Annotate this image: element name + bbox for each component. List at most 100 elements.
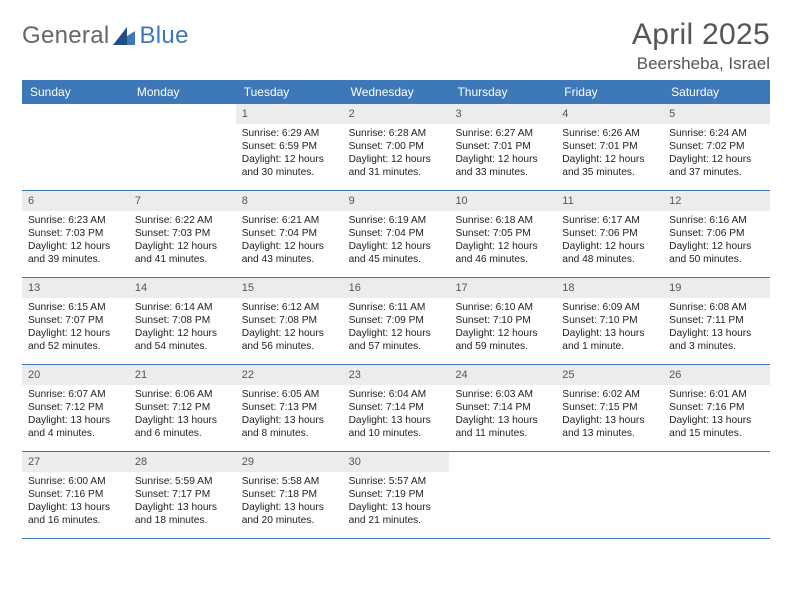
day-number: 29 bbox=[236, 452, 343, 472]
day-body: Sunrise: 6:22 AMSunset: 7:03 PMDaylight:… bbox=[129, 211, 236, 272]
sunrise-line: Sunrise: 6:14 AM bbox=[135, 301, 230, 314]
daylight-line: Daylight: 12 hours and 39 minutes. bbox=[28, 240, 123, 266]
sunset-line: Sunset: 7:05 PM bbox=[455, 227, 550, 240]
sunrise-line: Sunrise: 6:10 AM bbox=[455, 301, 550, 314]
sunrise-line: Sunrise: 6:16 AM bbox=[669, 214, 764, 227]
day-cell: 23Sunrise: 6:04 AMSunset: 7:14 PMDayligh… bbox=[343, 365, 450, 451]
sunrise-line: Sunrise: 6:15 AM bbox=[28, 301, 123, 314]
day-number: 21 bbox=[129, 365, 236, 385]
sunrise-line: Sunrise: 6:09 AM bbox=[562, 301, 657, 314]
sunset-line: Sunset: 7:15 PM bbox=[562, 401, 657, 414]
day-number: 5 bbox=[663, 104, 770, 124]
sunrise-line: Sunrise: 6:07 AM bbox=[28, 388, 123, 401]
day-cell: 10Sunrise: 6:18 AMSunset: 7:05 PMDayligh… bbox=[449, 191, 556, 277]
month-title: April 2025 bbox=[632, 18, 770, 52]
day-body: Sunrise: 6:00 AMSunset: 7:16 PMDaylight:… bbox=[22, 472, 129, 533]
day-number: 7 bbox=[129, 191, 236, 211]
sunrise-line: Sunrise: 6:03 AM bbox=[455, 388, 550, 401]
sunrise-line: Sunrise: 6:00 AM bbox=[28, 475, 123, 488]
sunrise-line: Sunrise: 6:18 AM bbox=[455, 214, 550, 227]
day-cell: 22Sunrise: 6:05 AMSunset: 7:13 PMDayligh… bbox=[236, 365, 343, 451]
day-cell: 19Sunrise: 6:08 AMSunset: 7:11 PMDayligh… bbox=[663, 278, 770, 364]
week-row: 13Sunrise: 6:15 AMSunset: 7:07 PMDayligh… bbox=[22, 278, 770, 365]
day-cell: 13Sunrise: 6:15 AMSunset: 7:07 PMDayligh… bbox=[22, 278, 129, 364]
daylight-line: Daylight: 12 hours and 31 minutes. bbox=[349, 153, 444, 179]
daylight-line: Daylight: 12 hours and 35 minutes. bbox=[562, 153, 657, 179]
day-body: Sunrise: 6:17 AMSunset: 7:06 PMDaylight:… bbox=[556, 211, 663, 272]
sunset-line: Sunset: 7:01 PM bbox=[455, 140, 550, 153]
day-number: 22 bbox=[236, 365, 343, 385]
sunrise-line: Sunrise: 6:17 AM bbox=[562, 214, 657, 227]
daylight-line: Daylight: 12 hours and 54 minutes. bbox=[135, 327, 230, 353]
day-cell: 15Sunrise: 6:12 AMSunset: 7:08 PMDayligh… bbox=[236, 278, 343, 364]
day-cell: 5Sunrise: 6:24 AMSunset: 7:02 PMDaylight… bbox=[663, 104, 770, 190]
sunset-line: Sunset: 7:04 PM bbox=[242, 227, 337, 240]
day-body: Sunrise: 6:29 AMSunset: 6:59 PMDaylight:… bbox=[236, 124, 343, 185]
calendar: Sunday Monday Tuesday Wednesday Thursday… bbox=[22, 80, 770, 539]
day-cell: 2Sunrise: 6:28 AMSunset: 7:00 PMDaylight… bbox=[343, 104, 450, 190]
sunrise-line: Sunrise: 6:08 AM bbox=[669, 301, 764, 314]
weekday-header: Sunday bbox=[22, 80, 129, 104]
day-cell-empty bbox=[663, 452, 770, 538]
day-body: Sunrise: 5:57 AMSunset: 7:19 PMDaylight:… bbox=[343, 472, 450, 533]
day-number: 16 bbox=[343, 278, 450, 298]
brand-logo: General Blue bbox=[22, 18, 189, 50]
day-cell: 27Sunrise: 6:00 AMSunset: 7:16 PMDayligh… bbox=[22, 452, 129, 538]
sunset-line: Sunset: 7:06 PM bbox=[562, 227, 657, 240]
sunrise-line: Sunrise: 6:12 AM bbox=[242, 301, 337, 314]
daylight-line: Daylight: 12 hours and 45 minutes. bbox=[349, 240, 444, 266]
day-body: Sunrise: 6:01 AMSunset: 7:16 PMDaylight:… bbox=[663, 385, 770, 446]
day-cell: 17Sunrise: 6:10 AMSunset: 7:10 PMDayligh… bbox=[449, 278, 556, 364]
daylight-line: Daylight: 12 hours and 56 minutes. bbox=[242, 327, 337, 353]
weekday-header: Thursday bbox=[449, 80, 556, 104]
daylight-line: Daylight: 12 hours and 59 minutes. bbox=[455, 327, 550, 353]
sunset-line: Sunset: 7:18 PM bbox=[242, 488, 337, 501]
day-body: Sunrise: 6:27 AMSunset: 7:01 PMDaylight:… bbox=[449, 124, 556, 185]
day-body: Sunrise: 6:14 AMSunset: 7:08 PMDaylight:… bbox=[129, 298, 236, 359]
sunset-line: Sunset: 7:11 PM bbox=[669, 314, 764, 327]
day-cell-empty bbox=[129, 104, 236, 190]
weekday-header: Wednesday bbox=[343, 80, 450, 104]
day-body: Sunrise: 6:18 AMSunset: 7:05 PMDaylight:… bbox=[449, 211, 556, 272]
daylight-line: Daylight: 12 hours and 37 minutes. bbox=[669, 153, 764, 179]
day-number: 19 bbox=[663, 278, 770, 298]
sunrise-line: Sunrise: 6:01 AM bbox=[669, 388, 764, 401]
day-cell-empty bbox=[556, 452, 663, 538]
day-number: 27 bbox=[22, 452, 129, 472]
day-cell: 8Sunrise: 6:21 AMSunset: 7:04 PMDaylight… bbox=[236, 191, 343, 277]
sunset-line: Sunset: 7:13 PM bbox=[242, 401, 337, 414]
daylight-line: Daylight: 13 hours and 8 minutes. bbox=[242, 414, 337, 440]
brand-word2: Blue bbox=[139, 22, 188, 50]
day-number: 6 bbox=[22, 191, 129, 211]
daylight-line: Daylight: 12 hours and 33 minutes. bbox=[455, 153, 550, 179]
daylight-line: Daylight: 12 hours and 48 minutes. bbox=[562, 240, 657, 266]
sunrise-line: Sunrise: 5:59 AM bbox=[135, 475, 230, 488]
day-body: Sunrise: 6:19 AMSunset: 7:04 PMDaylight:… bbox=[343, 211, 450, 272]
weekday-header: Tuesday bbox=[236, 80, 343, 104]
sunset-line: Sunset: 7:06 PM bbox=[669, 227, 764, 240]
day-cell: 12Sunrise: 6:16 AMSunset: 7:06 PMDayligh… bbox=[663, 191, 770, 277]
daylight-line: Daylight: 12 hours and 50 minutes. bbox=[669, 240, 764, 266]
sunrise-line: Sunrise: 6:24 AM bbox=[669, 127, 764, 140]
day-cell: 26Sunrise: 6:01 AMSunset: 7:16 PMDayligh… bbox=[663, 365, 770, 451]
day-body: Sunrise: 6:15 AMSunset: 7:07 PMDaylight:… bbox=[22, 298, 129, 359]
daylight-line: Daylight: 12 hours and 30 minutes. bbox=[242, 153, 337, 179]
day-number: 1 bbox=[236, 104, 343, 124]
daylight-line: Daylight: 13 hours and 11 minutes. bbox=[455, 414, 550, 440]
day-number: 8 bbox=[236, 191, 343, 211]
day-body: Sunrise: 6:07 AMSunset: 7:12 PMDaylight:… bbox=[22, 385, 129, 446]
sunset-line: Sunset: 7:03 PM bbox=[28, 227, 123, 240]
day-cell: 16Sunrise: 6:11 AMSunset: 7:09 PMDayligh… bbox=[343, 278, 450, 364]
daylight-line: Daylight: 13 hours and 18 minutes. bbox=[135, 501, 230, 527]
day-number: 2 bbox=[343, 104, 450, 124]
title-block: April 2025 Beersheba, Israel bbox=[632, 18, 770, 74]
sunset-line: Sunset: 7:17 PM bbox=[135, 488, 230, 501]
sunset-line: Sunset: 7:09 PM bbox=[349, 314, 444, 327]
daylight-line: Daylight: 13 hours and 20 minutes. bbox=[242, 501, 337, 527]
day-cell: 11Sunrise: 6:17 AMSunset: 7:06 PMDayligh… bbox=[556, 191, 663, 277]
sunset-line: Sunset: 7:10 PM bbox=[455, 314, 550, 327]
day-cell: 29Sunrise: 5:58 AMSunset: 7:18 PMDayligh… bbox=[236, 452, 343, 538]
day-body: Sunrise: 6:04 AMSunset: 7:14 PMDaylight:… bbox=[343, 385, 450, 446]
sunrise-line: Sunrise: 6:28 AM bbox=[349, 127, 444, 140]
weekday-header-row: Sunday Monday Tuesday Wednesday Thursday… bbox=[22, 80, 770, 104]
